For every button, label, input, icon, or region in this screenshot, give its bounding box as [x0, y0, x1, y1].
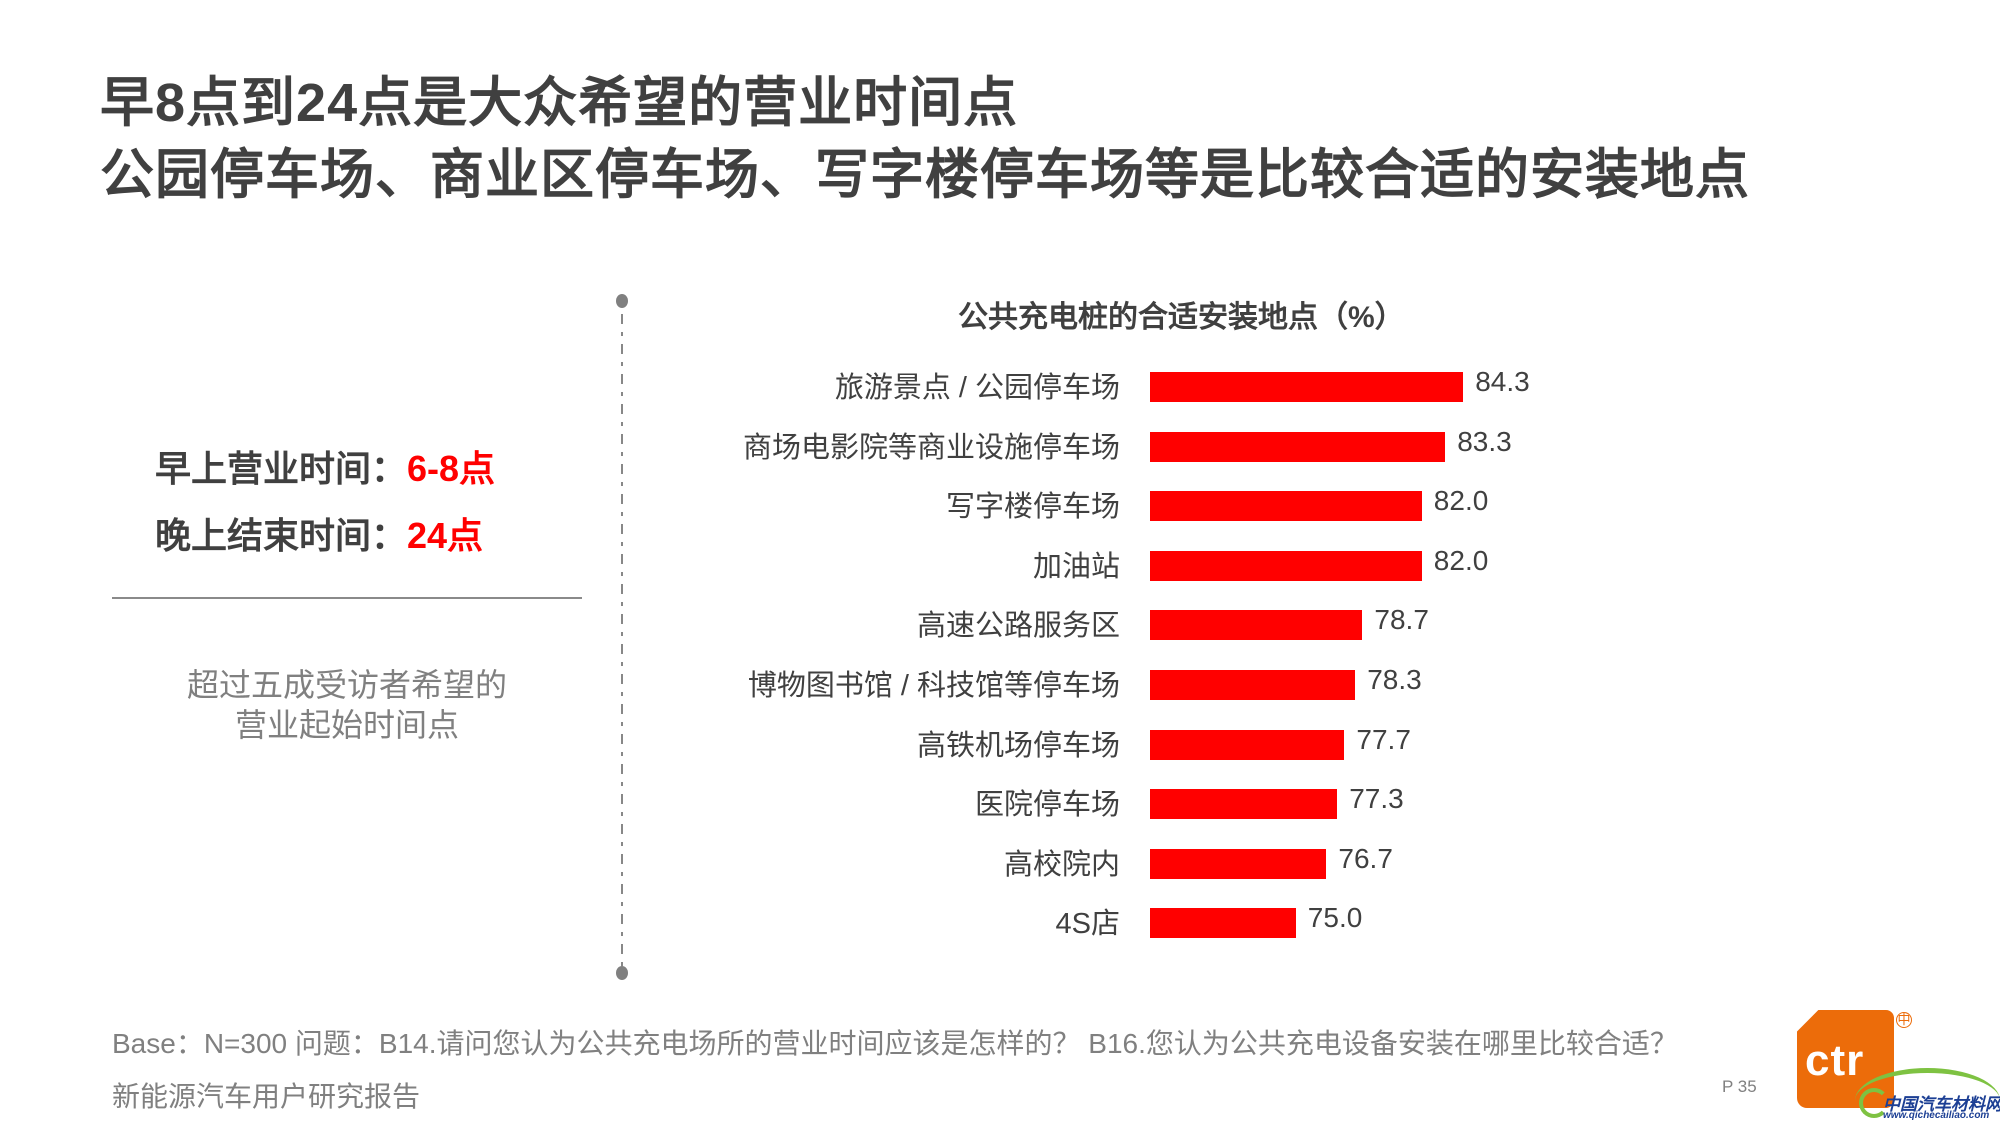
evening-hours: 晚上结束时间：24点	[155, 507, 483, 559]
note-line-2: 营业起始时间点	[234, 707, 459, 743]
chart-title: 公共充电桩的合适安装地点（%）	[958, 301, 1405, 334]
value-label: 84.3	[1475, 366, 1530, 397]
value-label: 82.0	[1433, 544, 1489, 576]
chart-row: 高速公路服务区 78.7	[640, 604, 1640, 642]
left-panel-divider	[112, 597, 582, 599]
page-title-line-2: 公园停车场、商业区停车场、写字楼停车场等是比较合适的安装地点	[100, 145, 1750, 205]
page-number: P 35	[1722, 1077, 1757, 1096]
watermark-name: 中国汽车材料网	[1883, 1095, 2000, 1114]
ctr-logo-text: ctr	[1805, 1036, 1865, 1085]
bar	[1150, 729, 1345, 760]
value-label: 78.3	[1367, 664, 1422, 695]
left-panel-note: 超过五成受访者希望的 营业起始时间点	[112, 665, 582, 745]
registered-mark-icon: 中	[1896, 1012, 1912, 1028]
value-label: 77.7	[1356, 723, 1411, 755]
chart-row: 4S店 75.0	[640, 902, 1640, 940]
value-label: 77.3	[1349, 783, 1404, 815]
chart-row: 写字楼停车场 82.0	[640, 485, 1640, 523]
watermark: 中国汽车材料网 www.qichecailiao.com	[1855, 1068, 2000, 1125]
value-label: 76.7	[1338, 842, 1393, 874]
chart-row: 加油站 82.0	[640, 545, 1640, 583]
morning-hours-label: 早上营业时间：	[155, 448, 408, 489]
category-label: 医院停车场	[974, 789, 1120, 822]
bar	[1150, 848, 1327, 879]
page-title-line-1: 早8点到24点是大众希望的营业时间点	[100, 73, 1019, 133]
category-label: 写字楼停车场	[945, 491, 1120, 524]
bar	[1150, 431, 1446, 462]
footer-report-name: 新能源汽车用户研究报告	[112, 1081, 421, 1112]
category-label: 旅游景点 / 公园停车场	[834, 372, 1120, 404]
value-label: 75.0	[1307, 902, 1363, 934]
watermark-c-icon	[1859, 1088, 1889, 1118]
bar	[1150, 610, 1363, 641]
bar	[1150, 550, 1422, 581]
category-label: 博物图书馆 / 科技馆等停车场	[747, 670, 1120, 702]
category-label: 加油站	[1032, 550, 1120, 583]
morning-hours-value: 6-8点	[407, 448, 496, 489]
note-line-1: 超过五成受访者希望的	[186, 667, 507, 703]
bar	[1150, 908, 1296, 939]
watermark-url: www.qichecailiao.com	[1883, 1110, 1990, 1121]
bar	[1150, 372, 1464, 402]
category-label: 高速公路服务区	[916, 610, 1120, 643]
value-label: 83.3	[1457, 425, 1512, 457]
evening-hours-label: 晚上结束时间：	[155, 515, 408, 556]
category-label: 商场电影院等商业设施停车场	[742, 431, 1120, 464]
bar	[1150, 491, 1422, 522]
watermark-arc-icon	[1855, 1068, 2000, 1133]
category-label: 高校院内	[1003, 848, 1120, 881]
category-label: 高铁机场停车场	[916, 729, 1120, 762]
divider-top-dot-icon	[616, 294, 628, 308]
chart-row: 高校院内 76.7	[640, 843, 1640, 881]
footer-base-question: Base：N=300 问题：B14.请问您认为公共充电场所的营业时间应该是怎样的…	[112, 1028, 1678, 1059]
vertical-dashed-divider	[621, 302, 623, 972]
value-label: 78.7	[1374, 604, 1429, 636]
category-label: 4S店	[1055, 908, 1120, 941]
bar	[1150, 789, 1338, 820]
chart-row: 高铁机场停车场 77.7	[640, 724, 1640, 762]
morning-hours: 早上营业时间：6-8点	[155, 440, 495, 492]
chart-row: 博物图书馆 / 科技馆等停车场 78.3	[640, 664, 1640, 702]
divider-bottom-dot-icon	[616, 966, 628, 980]
chart-row: 商场电影院等商业设施停车场 83.3	[640, 426, 1640, 464]
bar	[1150, 670, 1356, 700]
chart-row: 旅游景点 / 公园停车场 84.3	[640, 366, 1640, 404]
chart-row: 医院停车场 77.3	[640, 783, 1640, 821]
evening-hours-value: 24点	[407, 515, 484, 556]
value-label: 82.0	[1433, 485, 1489, 517]
